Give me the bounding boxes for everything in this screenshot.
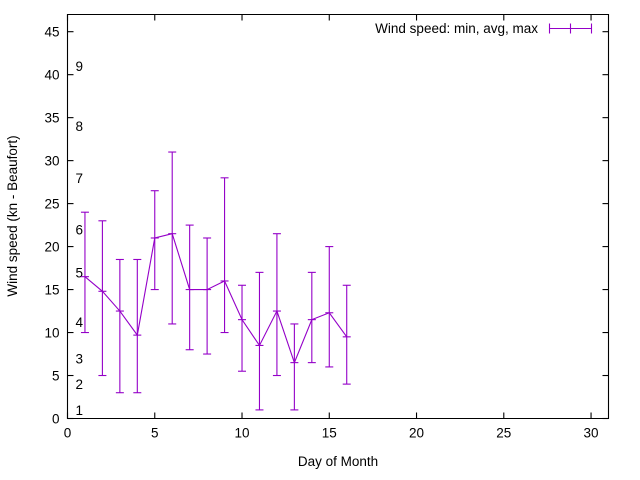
errorbar bbox=[203, 237, 212, 355]
beaufort-label: 3 bbox=[76, 351, 84, 366]
x-axis-title: Day of Month bbox=[298, 454, 378, 469]
errorbar bbox=[255, 271, 264, 411]
y-tick-label: 15 bbox=[44, 283, 59, 298]
beaufort-label: 4 bbox=[76, 315, 84, 330]
y-tick-label: 30 bbox=[44, 154, 59, 169]
x-tick-label: 10 bbox=[235, 426, 250, 441]
x-tick-label: 15 bbox=[322, 426, 337, 441]
beaufort-label: 7 bbox=[76, 171, 84, 186]
legend-label: Wind speed: min, avg, max bbox=[375, 21, 538, 36]
beaufort-label: 8 bbox=[76, 119, 84, 134]
beaufort-label: 5 bbox=[76, 265, 84, 280]
legend-sample-errorbar bbox=[548, 23, 593, 34]
beaufort-label: 9 bbox=[76, 59, 84, 74]
y-tick-label: 0 bbox=[52, 412, 60, 427]
y-tick-label: 35 bbox=[44, 111, 59, 126]
y-tick-label: 5 bbox=[52, 369, 60, 384]
errorbar bbox=[220, 177, 229, 334]
errorbar-series bbox=[80, 151, 351, 411]
y-tick-label: 40 bbox=[44, 68, 59, 83]
beaufort-label: 2 bbox=[76, 377, 84, 392]
beaufort-scale-labels: 1 2 3 4 5 6 7 8 9 bbox=[76, 59, 84, 418]
beaufort-label: 1 bbox=[76, 403, 84, 418]
errorbar bbox=[168, 151, 177, 325]
avg-line-series bbox=[84, 233, 348, 365]
x-tick-label: 30 bbox=[584, 426, 599, 441]
x-tick-label: 25 bbox=[496, 426, 511, 441]
errorbar bbox=[115, 258, 124, 394]
y-tick-label: 45 bbox=[44, 25, 59, 40]
errorbar bbox=[238, 284, 247, 372]
errorbar bbox=[307, 271, 316, 364]
errorbar bbox=[98, 220, 107, 377]
plot-frame bbox=[66, 13, 610, 420]
x-tick-label: 0 bbox=[64, 426, 72, 441]
errorbar bbox=[290, 323, 299, 411]
errorbar bbox=[272, 233, 281, 377]
beaufort-label: 6 bbox=[76, 222, 84, 237]
y-tick-label: 10 bbox=[44, 326, 59, 341]
y-axis-title: Wind speed (kn - Beaufort) bbox=[5, 135, 20, 296]
errorbar bbox=[185, 224, 194, 351]
errorbar bbox=[325, 246, 334, 368]
x-tick-label: 20 bbox=[409, 426, 424, 441]
errorbar bbox=[133, 258, 142, 394]
legend: Wind speed: min, avg, max bbox=[375, 21, 593, 36]
y-tick-label: 25 bbox=[44, 197, 59, 212]
x-tick-label: 5 bbox=[151, 426, 159, 441]
errorbar bbox=[342, 284, 351, 385]
y-tick-label: 20 bbox=[44, 240, 59, 255]
